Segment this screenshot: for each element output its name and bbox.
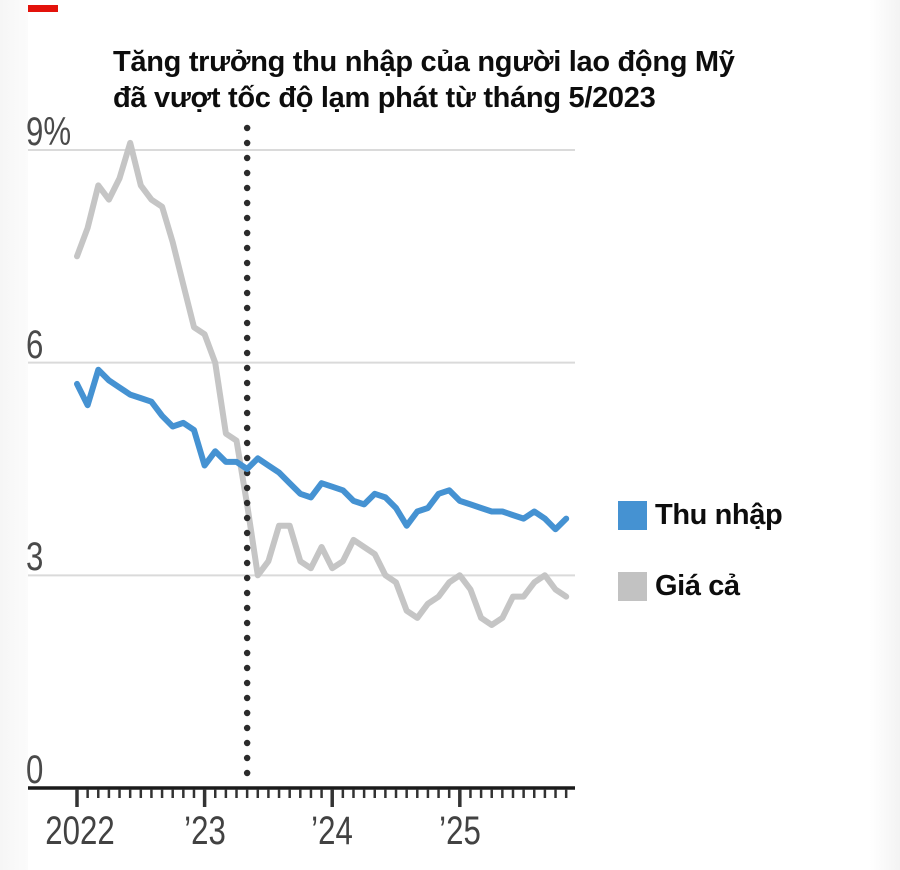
x-axis-label-23: ’23: [184, 809, 226, 853]
y-axis-label-3: 3: [26, 535, 44, 579]
chart-title-line1: Tăng trưởng thu nhập của người lao động …: [113, 46, 735, 78]
legend-item-gia-ca: Giá cả: [618, 571, 740, 601]
gia-ca-line: [74, 139, 570, 628]
chart-title-line2: đã vượt tốc độ lạm phát từ tháng 5/2023: [113, 82, 656, 114]
page-edge-right: [870, 0, 900, 870]
thu-nhap-line: [74, 366, 570, 533]
thu-nhap-swatch-icon: [618, 500, 647, 530]
page-edge-left: [0, 0, 28, 870]
gia-ca-label: Giá cả: [655, 570, 740, 602]
y-axis-label-9: 9%: [26, 110, 72, 154]
y-axis-label-6: 6: [26, 323, 44, 367]
x-axis-label-25: ’25: [439, 809, 481, 853]
brand-mark: [28, 5, 58, 12]
chart-title: Tăng trưởng thu nhập của người lao động …: [113, 44, 893, 116]
y-axis-label-0: 0: [26, 748, 44, 792]
legend-item-thu-nhap: Thu nhập: [618, 499, 783, 531]
x-axis-label-24: ’24: [311, 809, 353, 853]
x-axis-label-2022: 2022: [45, 809, 115, 853]
gia-ca-swatch-icon: [618, 571, 647, 601]
thu-nhap-label: Thu nhập: [655, 499, 783, 531]
